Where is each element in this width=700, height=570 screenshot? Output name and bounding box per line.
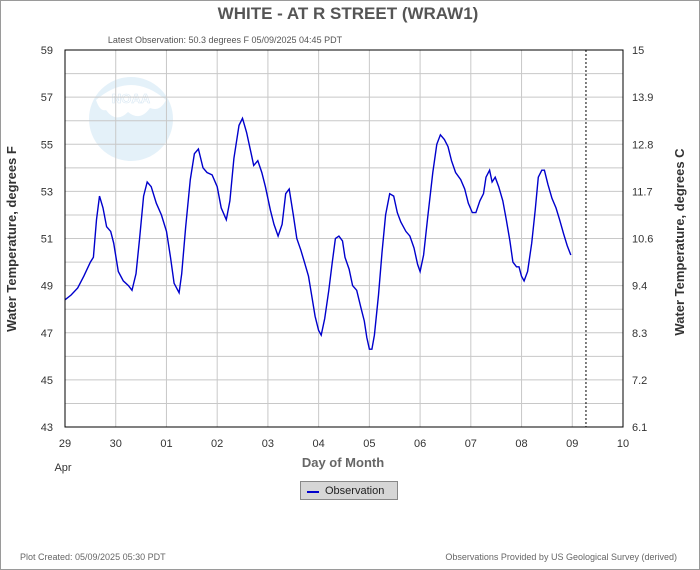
- legend-label: Observation: [325, 485, 385, 497]
- x-tick-label: 30: [110, 438, 122, 450]
- y-tick-label-right: 11.7: [632, 186, 653, 198]
- y-tick-label-right: 15: [632, 45, 644, 57]
- x-tick-label: 01: [160, 438, 172, 450]
- y-tick-label-left: 55: [41, 139, 53, 151]
- chart-grid: [64, 49, 624, 428]
- y-tick-label-right: 8.3: [632, 328, 647, 340]
- x-tick-label: 04: [313, 438, 325, 450]
- x-tick-label: 07: [465, 438, 477, 450]
- chart-title: WHITE - AT R STREET (WRAW1): [218, 4, 479, 23]
- y-tick-label-left: 49: [41, 281, 53, 293]
- y-axis-right-title: Water Temperature, degrees C: [672, 148, 687, 336]
- y-tick-label-right: 9.4: [632, 281, 647, 293]
- y-tick-label-left: 43: [41, 422, 53, 434]
- y-tick-label-right: 12.8: [632, 139, 653, 151]
- plot-created-text: Plot Created: 05/09/2025 05:30 PDT: [20, 552, 166, 562]
- y-tick-label-right: 13.9: [632, 92, 653, 104]
- x-month-label: Apr: [54, 462, 71, 474]
- y-tick-label-left: 57: [41, 92, 53, 104]
- plot-area-border: [64, 49, 624, 428]
- legend-swatch: [307, 491, 319, 493]
- y-tick-label-left: 45: [41, 375, 53, 387]
- x-axis: 29 30 01 02 03 04 05 06 07 08 09 10: [59, 438, 629, 450]
- data-source-text: Observations Provided by US Geological S…: [445, 552, 677, 562]
- y-tick-label-left: 53: [41, 186, 53, 198]
- observation-line: [64, 116, 572, 350]
- x-tick-label: 05: [363, 438, 375, 450]
- y-axis-left-title: Water Temperature, degrees F: [4, 146, 19, 332]
- y-tick-label-left: 59: [41, 45, 53, 57]
- y-axis-right: 6.1 7.2 8.3 9.4 10.6 11.7 12.8 13.9 15: [632, 45, 653, 434]
- x-tick-label: 09: [566, 438, 578, 450]
- x-tick-label: 08: [515, 438, 527, 450]
- noaa-logo: NOAA: [85, 73, 177, 165]
- x-tick-label: 06: [414, 438, 426, 450]
- x-axis-title: Day of Month: [302, 455, 384, 470]
- y-axis-left: 43 45 47 49 51 53 55 57 59: [41, 45, 53, 434]
- y-tick-label-right: 6.1: [632, 422, 647, 434]
- y-tick-label-left: 51: [41, 234, 53, 246]
- latest-observation-text: Latest Observation: 50.3 degrees F 05/09…: [108, 35, 343, 45]
- y-tick-label-left: 47: [41, 328, 53, 340]
- x-tick-label: 02: [211, 438, 223, 450]
- y-tick-label-right: 7.2: [632, 375, 647, 387]
- noaa-logo-text: NOAA: [112, 91, 151, 106]
- x-tick-label: 29: [59, 438, 71, 450]
- x-tick-label: 10: [617, 438, 629, 450]
- chart-legend: Observation: [300, 481, 398, 500]
- x-tick-label: 03: [262, 438, 274, 450]
- y-tick-label-right: 10.6: [632, 234, 653, 246]
